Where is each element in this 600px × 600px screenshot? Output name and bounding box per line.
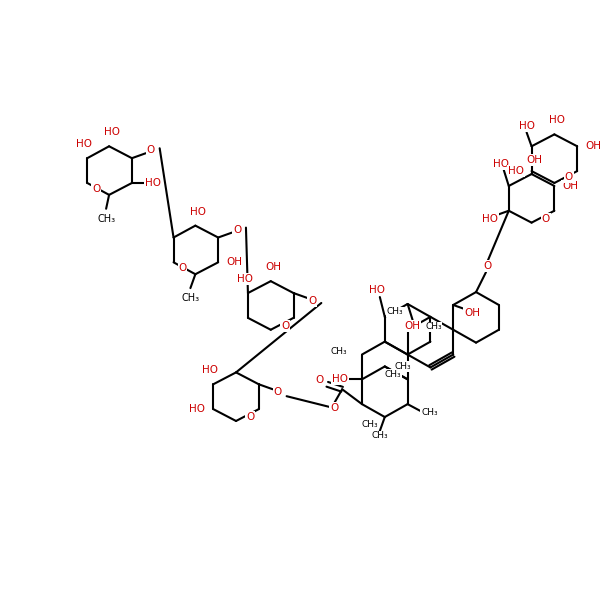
Text: HO: HO xyxy=(332,374,348,385)
Text: HO: HO xyxy=(190,207,206,217)
Text: HO: HO xyxy=(369,285,385,295)
Text: O: O xyxy=(330,403,338,413)
Text: O: O xyxy=(484,261,492,271)
Text: OH: OH xyxy=(585,141,600,151)
Text: OH: OH xyxy=(226,257,242,268)
Text: O: O xyxy=(92,184,100,194)
Text: CH₃: CH₃ xyxy=(181,293,199,303)
Text: O: O xyxy=(315,376,323,385)
Text: HO: HO xyxy=(76,139,92,149)
Text: HO: HO xyxy=(202,365,218,376)
Text: CH₃: CH₃ xyxy=(386,307,403,316)
Text: CH₃: CH₃ xyxy=(362,421,378,430)
Text: HO: HO xyxy=(104,127,120,137)
Text: O: O xyxy=(542,214,550,224)
Text: CH₃: CH₃ xyxy=(97,214,115,224)
Text: O: O xyxy=(178,263,187,273)
Text: CH₃: CH₃ xyxy=(394,362,411,371)
Text: HO: HO xyxy=(145,178,161,188)
Text: OH: OH xyxy=(464,308,480,318)
Text: CH₃: CH₃ xyxy=(371,431,388,440)
Text: O: O xyxy=(233,224,241,235)
Text: O: O xyxy=(274,387,282,397)
Text: CH₃: CH₃ xyxy=(425,322,442,331)
Text: OH: OH xyxy=(266,262,282,272)
Text: OH: OH xyxy=(527,155,542,165)
Text: O: O xyxy=(308,296,317,306)
Text: O: O xyxy=(565,172,573,182)
Text: OH: OH xyxy=(562,181,578,191)
Text: CH₃: CH₃ xyxy=(331,347,347,356)
Text: CH₃: CH₃ xyxy=(421,407,438,416)
Text: HO: HO xyxy=(518,121,535,131)
Text: HO: HO xyxy=(482,214,498,224)
Text: HO: HO xyxy=(237,274,253,284)
Text: O: O xyxy=(146,145,155,155)
Text: O: O xyxy=(281,321,289,331)
Text: HO: HO xyxy=(550,115,565,125)
Text: HO: HO xyxy=(190,404,205,414)
Text: OH: OH xyxy=(404,321,421,331)
Text: CH₃: CH₃ xyxy=(385,370,401,379)
Text: O: O xyxy=(246,412,254,422)
Text: HO: HO xyxy=(493,159,509,169)
Text: HO: HO xyxy=(508,166,524,176)
